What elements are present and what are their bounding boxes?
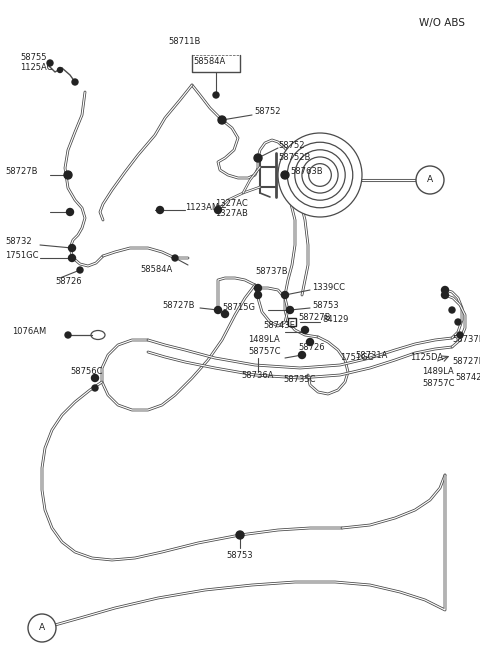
Text: 58753: 58753 — [227, 550, 253, 559]
Circle shape — [47, 60, 53, 66]
Text: 58763B: 58763B — [290, 168, 323, 176]
Circle shape — [254, 291, 262, 299]
Text: 58757C: 58757C — [248, 348, 280, 356]
Text: 58711B: 58711B — [169, 37, 201, 47]
Text: 1339CC: 1339CC — [312, 284, 345, 293]
Circle shape — [92, 385, 98, 391]
Circle shape — [213, 92, 219, 98]
Text: 58752: 58752 — [278, 141, 304, 149]
Text: 58737B: 58737B — [255, 267, 288, 276]
Text: 58743E: 58743E — [263, 320, 295, 329]
Circle shape — [442, 291, 448, 299]
Text: 58736A: 58736A — [242, 371, 274, 379]
Circle shape — [287, 307, 293, 314]
Circle shape — [278, 133, 362, 217]
Text: A: A — [39, 624, 45, 633]
Text: W/O ABS: W/O ABS — [419, 18, 465, 28]
Text: 58584A: 58584A — [193, 58, 225, 67]
Circle shape — [281, 291, 288, 299]
Circle shape — [67, 208, 73, 215]
Text: 58727B: 58727B — [5, 168, 37, 176]
Circle shape — [236, 531, 244, 539]
Circle shape — [64, 171, 72, 179]
Circle shape — [69, 244, 75, 252]
Circle shape — [254, 154, 262, 162]
Text: 58753: 58753 — [312, 301, 338, 310]
Text: 1076AM: 1076AM — [12, 328, 46, 337]
Text: 58727B: 58727B — [162, 301, 194, 310]
Text: 1327AB: 1327AB — [215, 208, 248, 217]
Bar — [288, 318, 296, 326]
Circle shape — [254, 284, 262, 291]
Text: 1125DA: 1125DA — [410, 354, 443, 362]
Circle shape — [58, 67, 62, 73]
Text: 58727B: 58727B — [298, 314, 331, 322]
Circle shape — [416, 166, 444, 194]
Circle shape — [156, 206, 164, 214]
Circle shape — [301, 326, 309, 333]
Text: 58731A: 58731A — [355, 350, 387, 360]
Text: 58757C: 58757C — [422, 379, 455, 388]
Text: 58727B: 58727B — [452, 358, 480, 367]
Text: 58732: 58732 — [5, 238, 32, 246]
Text: 58755: 58755 — [20, 54, 47, 62]
Circle shape — [77, 267, 83, 273]
Circle shape — [72, 79, 78, 85]
Circle shape — [92, 375, 98, 381]
Circle shape — [65, 332, 71, 338]
Text: 58737B: 58737B — [452, 335, 480, 345]
Text: 58715G: 58715G — [222, 303, 255, 312]
Circle shape — [215, 307, 221, 314]
Text: 58726: 58726 — [298, 343, 324, 352]
Text: 84129: 84129 — [322, 316, 348, 324]
Text: 1489LA: 1489LA — [248, 335, 280, 345]
Text: 58752B: 58752B — [278, 153, 311, 162]
Text: 1123AM: 1123AM — [185, 202, 219, 212]
Text: 58756C: 58756C — [70, 367, 103, 377]
Circle shape — [215, 206, 221, 214]
Circle shape — [442, 286, 448, 293]
Text: 1327AC: 1327AC — [215, 198, 248, 208]
Text: 1125AC: 1125AC — [20, 64, 52, 73]
Text: 58742D: 58742D — [455, 373, 480, 383]
Text: 1751GC: 1751GC — [340, 354, 373, 362]
Circle shape — [172, 255, 178, 261]
Circle shape — [69, 255, 75, 261]
Circle shape — [307, 339, 313, 345]
Circle shape — [455, 319, 461, 325]
Circle shape — [299, 352, 305, 358]
Circle shape — [218, 116, 226, 124]
Text: 1489LA: 1489LA — [422, 367, 454, 377]
Text: A: A — [427, 176, 433, 185]
Text: 58735C: 58735C — [284, 375, 316, 384]
Text: 58752: 58752 — [254, 107, 280, 117]
Text: 58726: 58726 — [55, 278, 82, 286]
Circle shape — [457, 332, 463, 338]
Text: 1751GC: 1751GC — [5, 250, 38, 259]
Circle shape — [221, 310, 228, 318]
Circle shape — [28, 614, 56, 642]
Circle shape — [449, 307, 455, 313]
Text: 58584A: 58584A — [140, 265, 172, 274]
Circle shape — [281, 171, 289, 179]
